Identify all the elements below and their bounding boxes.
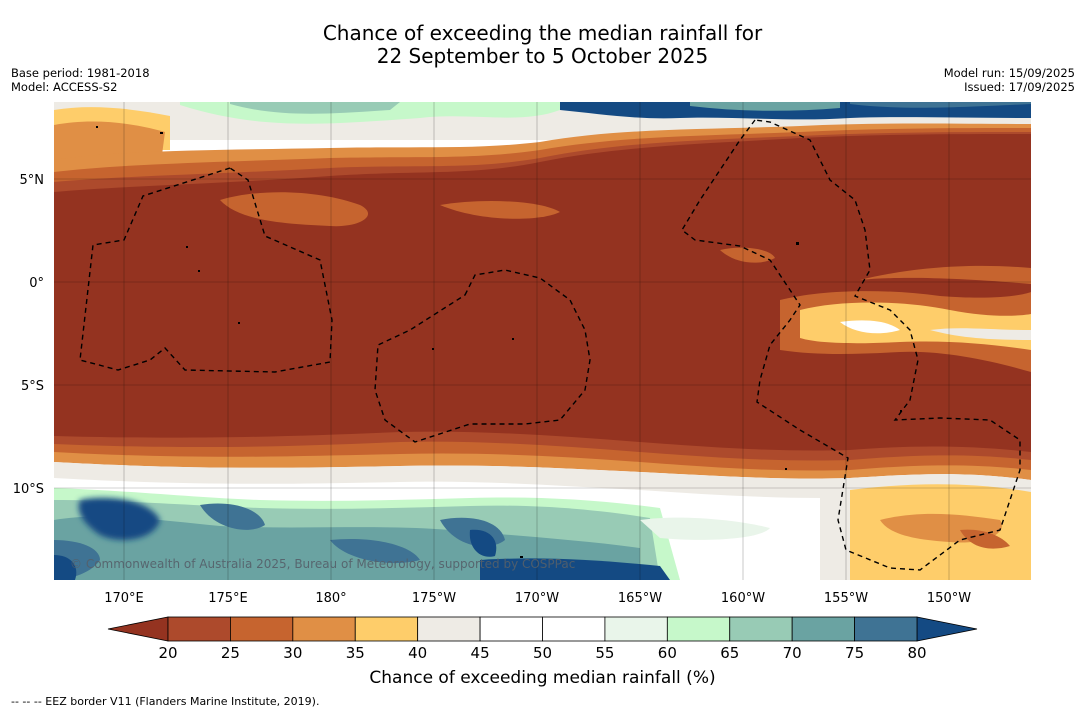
colorbar-segment — [479, 616, 543, 642]
meta-right: Model run: 15/09/2025 Issued: 17/09/2025 — [944, 66, 1075, 94]
lat-label: 5°N — [20, 173, 45, 188]
colorbar-tick-label: 55 — [595, 644, 614, 662]
colorbar-tick-label: 35 — [346, 644, 365, 662]
colorbar-tick-label: 65 — [720, 644, 739, 662]
colorbar-tick-label: 45 — [471, 644, 490, 662]
colorbar-segments — [167, 616, 918, 642]
lat-label: 5°S — [21, 379, 44, 394]
colorbar-segment — [292, 616, 356, 642]
colorbar-tick-label: 70 — [783, 644, 802, 662]
lon-label: 170°W — [515, 591, 559, 606]
longitude-labels: 170°E 175°E 180° 175°W 170°W 165°W 160°W… — [104, 591, 971, 606]
colorbar-tick-label: 80 — [907, 644, 926, 662]
latitude-labels: 5°N 0° 5°S 10°S — [13, 173, 44, 497]
colorbar: 20 25 30 35 40 45 50 55 60 65 70 75 80 — [107, 616, 978, 662]
title-line-1: Chance of exceeding the median rainfall … — [322, 21, 763, 45]
eez-borders — [79, 119, 1021, 571]
eez-footnote: -- -- -- EEZ border V11 (Flanders Marine… — [11, 695, 320, 708]
meta-left: Base period: 1981-2018 Model: ACCESS-S2 — [11, 66, 150, 94]
lon-label: 155°W — [824, 591, 868, 606]
base-period: Base period: 1981-2018 — [11, 66, 150, 80]
lon-label: 165°W — [618, 591, 662, 606]
copyright-notice: © Commonwealth of Australia 2025, Bureau… — [70, 557, 576, 571]
colorbar-segment — [791, 616, 855, 642]
colorbar-segment — [542, 616, 606, 642]
lon-label: 180° — [315, 591, 346, 606]
issued-date: Issued: 17/09/2025 — [964, 80, 1075, 94]
colorbar-tick-label: 50 — [533, 644, 552, 662]
lon-label: 150°W — [927, 591, 971, 606]
colorbar-extend-high — [916, 616, 978, 642]
colorbar-tick-label: 75 — [845, 644, 864, 662]
colorbar-segment — [167, 616, 231, 642]
colorbar-segment — [417, 616, 481, 642]
colorbar-extend-low — [107, 616, 169, 642]
colorbar-tick-label: 20 — [158, 644, 177, 662]
colorbar-tick-label: 40 — [408, 644, 427, 662]
colorbar-tick-label: 30 — [283, 644, 302, 662]
colorbar-tick-label: 25 — [221, 644, 240, 662]
lon-label: 175°W — [412, 591, 456, 606]
lat-label: 0° — [29, 276, 44, 291]
colorbar-tick-label: 60 — [658, 644, 677, 662]
islands — [96, 126, 902, 558]
model-name: Model: ACCESS-S2 — [11, 80, 118, 94]
colorbar-segment — [729, 616, 793, 642]
lat-label: 10°S — [13, 482, 44, 497]
colorbar-segment — [230, 616, 294, 642]
colorbar-segment — [354, 616, 419, 642]
lon-label: 160°W — [721, 591, 765, 606]
map-title: Chance of exceeding the median rainfall … — [0, 22, 1085, 68]
rainfall-probability-field — [54, 102, 1031, 580]
colorbar-segment — [604, 616, 668, 642]
lon-label: 170°E — [104, 591, 144, 606]
colorbar-ticks: 20 25 30 35 40 45 50 55 60 65 70 75 80 — [158, 644, 926, 662]
graticule — [54, 102, 1031, 580]
colorbar-label: Chance of exceeding median rainfall (%) — [369, 668, 716, 688]
colorbar-segment — [854, 616, 918, 642]
colorbar-segment — [666, 616, 731, 642]
model-run: Model run: 15/09/2025 — [943, 66, 1075, 80]
lon-label: 175°E — [208, 591, 248, 606]
title-line-2: 22 September to 5 October 2025 — [376, 44, 709, 68]
